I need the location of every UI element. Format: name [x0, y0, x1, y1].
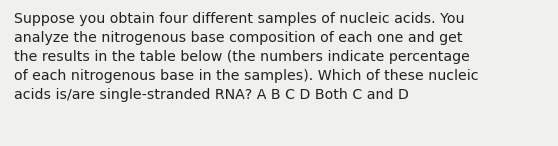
Text: Suppose you obtain four different samples of nucleic acids. You
analyze the nitr: Suppose you obtain four different sample…: [14, 12, 479, 102]
